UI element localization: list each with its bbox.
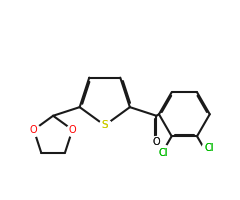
Text: O: O bbox=[153, 137, 160, 147]
Text: Cl: Cl bbox=[158, 148, 168, 158]
Text: O: O bbox=[69, 125, 76, 135]
Text: Cl: Cl bbox=[205, 143, 215, 153]
Text: S: S bbox=[102, 120, 108, 130]
Text: O: O bbox=[153, 137, 160, 147]
Text: Cl: Cl bbox=[158, 148, 168, 158]
Text: Cl: Cl bbox=[205, 143, 215, 153]
Text: S: S bbox=[102, 120, 108, 130]
Text: O: O bbox=[30, 125, 38, 135]
